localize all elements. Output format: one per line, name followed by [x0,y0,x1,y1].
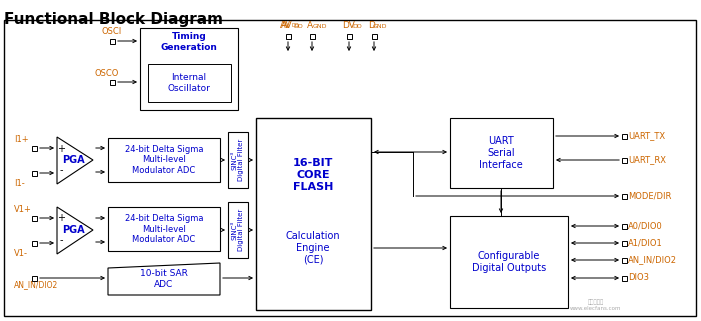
Text: DD: DD [293,24,303,30]
Bar [140,28,238,110]
Bar [622,158,627,162]
Text: DIO3: DIO3 [628,273,649,282]
Text: +: + [57,213,65,223]
Text: DV: DV [342,21,355,30]
Text: $_{\mathrm{DD}}$: $_{\mathrm{DD}}$ [291,22,300,30]
Text: 10-bit SAR
ADC: 10-bit SAR ADC [140,269,188,289]
Text: AN_IN/DIO2: AN_IN/DIO2 [14,281,58,290]
Text: PGA: PGA [62,155,84,165]
Text: D: D [368,21,375,30]
Bar [108,138,220,182]
Bar [450,216,568,308]
Text: SINC³
Digital Filter: SINC³ Digital Filter [231,139,245,181]
Text: V1+: V1+ [14,205,32,214]
Text: 电子发烧友
www.elecfans.com: 电子发烧友 www.elecfans.com [570,299,622,311]
Bar [109,80,114,84]
Bar [285,33,290,39]
Text: MODE/DIR: MODE/DIR [628,192,672,201]
Text: A: A [307,21,313,30]
Text: A1/DIO1: A1/DIO1 [628,239,662,247]
Text: AV: AV [280,22,291,30]
Text: 24-bit Delta Sigma
Multi-level
Modulator ADC: 24-bit Delta Sigma Multi-level Modulator… [125,145,203,175]
Text: +: + [57,144,65,154]
Bar [32,145,36,151]
Text: PGA: PGA [62,225,84,235]
Text: AN_IN/DIO2: AN_IN/DIO2 [628,256,677,265]
Bar [310,33,315,39]
Bar [32,215,36,221]
Text: -: - [60,165,63,175]
Text: SINC³
Digital Filter: SINC³ Digital Filter [231,209,245,251]
Text: Functional Block Diagram: Functional Block Diagram [4,12,223,27]
Text: 24-bit Delta Sigma
Multi-level
Modulator ADC: 24-bit Delta Sigma Multi-level Modulator… [125,214,203,244]
Text: DD: DD [352,24,362,30]
Text: I1-: I1- [14,178,25,187]
Text: 16-BIT
CORE
FLASH: 16-BIT CORE FLASH [293,158,333,192]
Bar [622,134,627,138]
Bar [622,240,627,246]
Text: OSCI: OSCI [102,27,122,36]
Bar [148,64,231,102]
Text: UART_RX: UART_RX [628,155,666,164]
Text: Configurable
Digital Outputs: Configurable Digital Outputs [472,251,546,273]
Text: Internal
Oscillator: Internal Oscillator [168,73,210,93]
Bar [372,33,376,39]
Bar [32,170,36,176]
Text: Calculation
Engine
(CE): Calculation Engine (CE) [286,231,340,265]
Text: GND: GND [373,24,388,30]
Text: UART_TX: UART_TX [628,132,665,141]
Bar [622,223,627,229]
Text: GND: GND [313,24,327,30]
Polygon shape [57,137,93,184]
Text: -: - [60,235,63,245]
Bar [32,275,36,281]
Text: AV: AV [281,21,292,30]
Polygon shape [108,263,220,295]
Bar [32,240,36,246]
Bar [109,39,114,44]
Text: Timing
Generation: Timing Generation [161,32,217,52]
Bar [346,33,351,39]
Text: UART
Serial
Interface: UART Serial Interface [479,136,523,169]
Bar [450,118,553,188]
Text: A0/DIO0: A0/DIO0 [628,221,662,230]
Bar [228,132,248,188]
Bar [622,275,627,281]
Text: V1-: V1- [14,248,28,257]
Text: OSCO: OSCO [95,68,119,77]
Bar [622,194,627,198]
Polygon shape [57,207,93,254]
Text: I1+: I1+ [14,135,29,144]
Bar [256,118,371,310]
Bar [622,257,627,263]
Bar [108,207,220,251]
Bar [228,202,248,258]
